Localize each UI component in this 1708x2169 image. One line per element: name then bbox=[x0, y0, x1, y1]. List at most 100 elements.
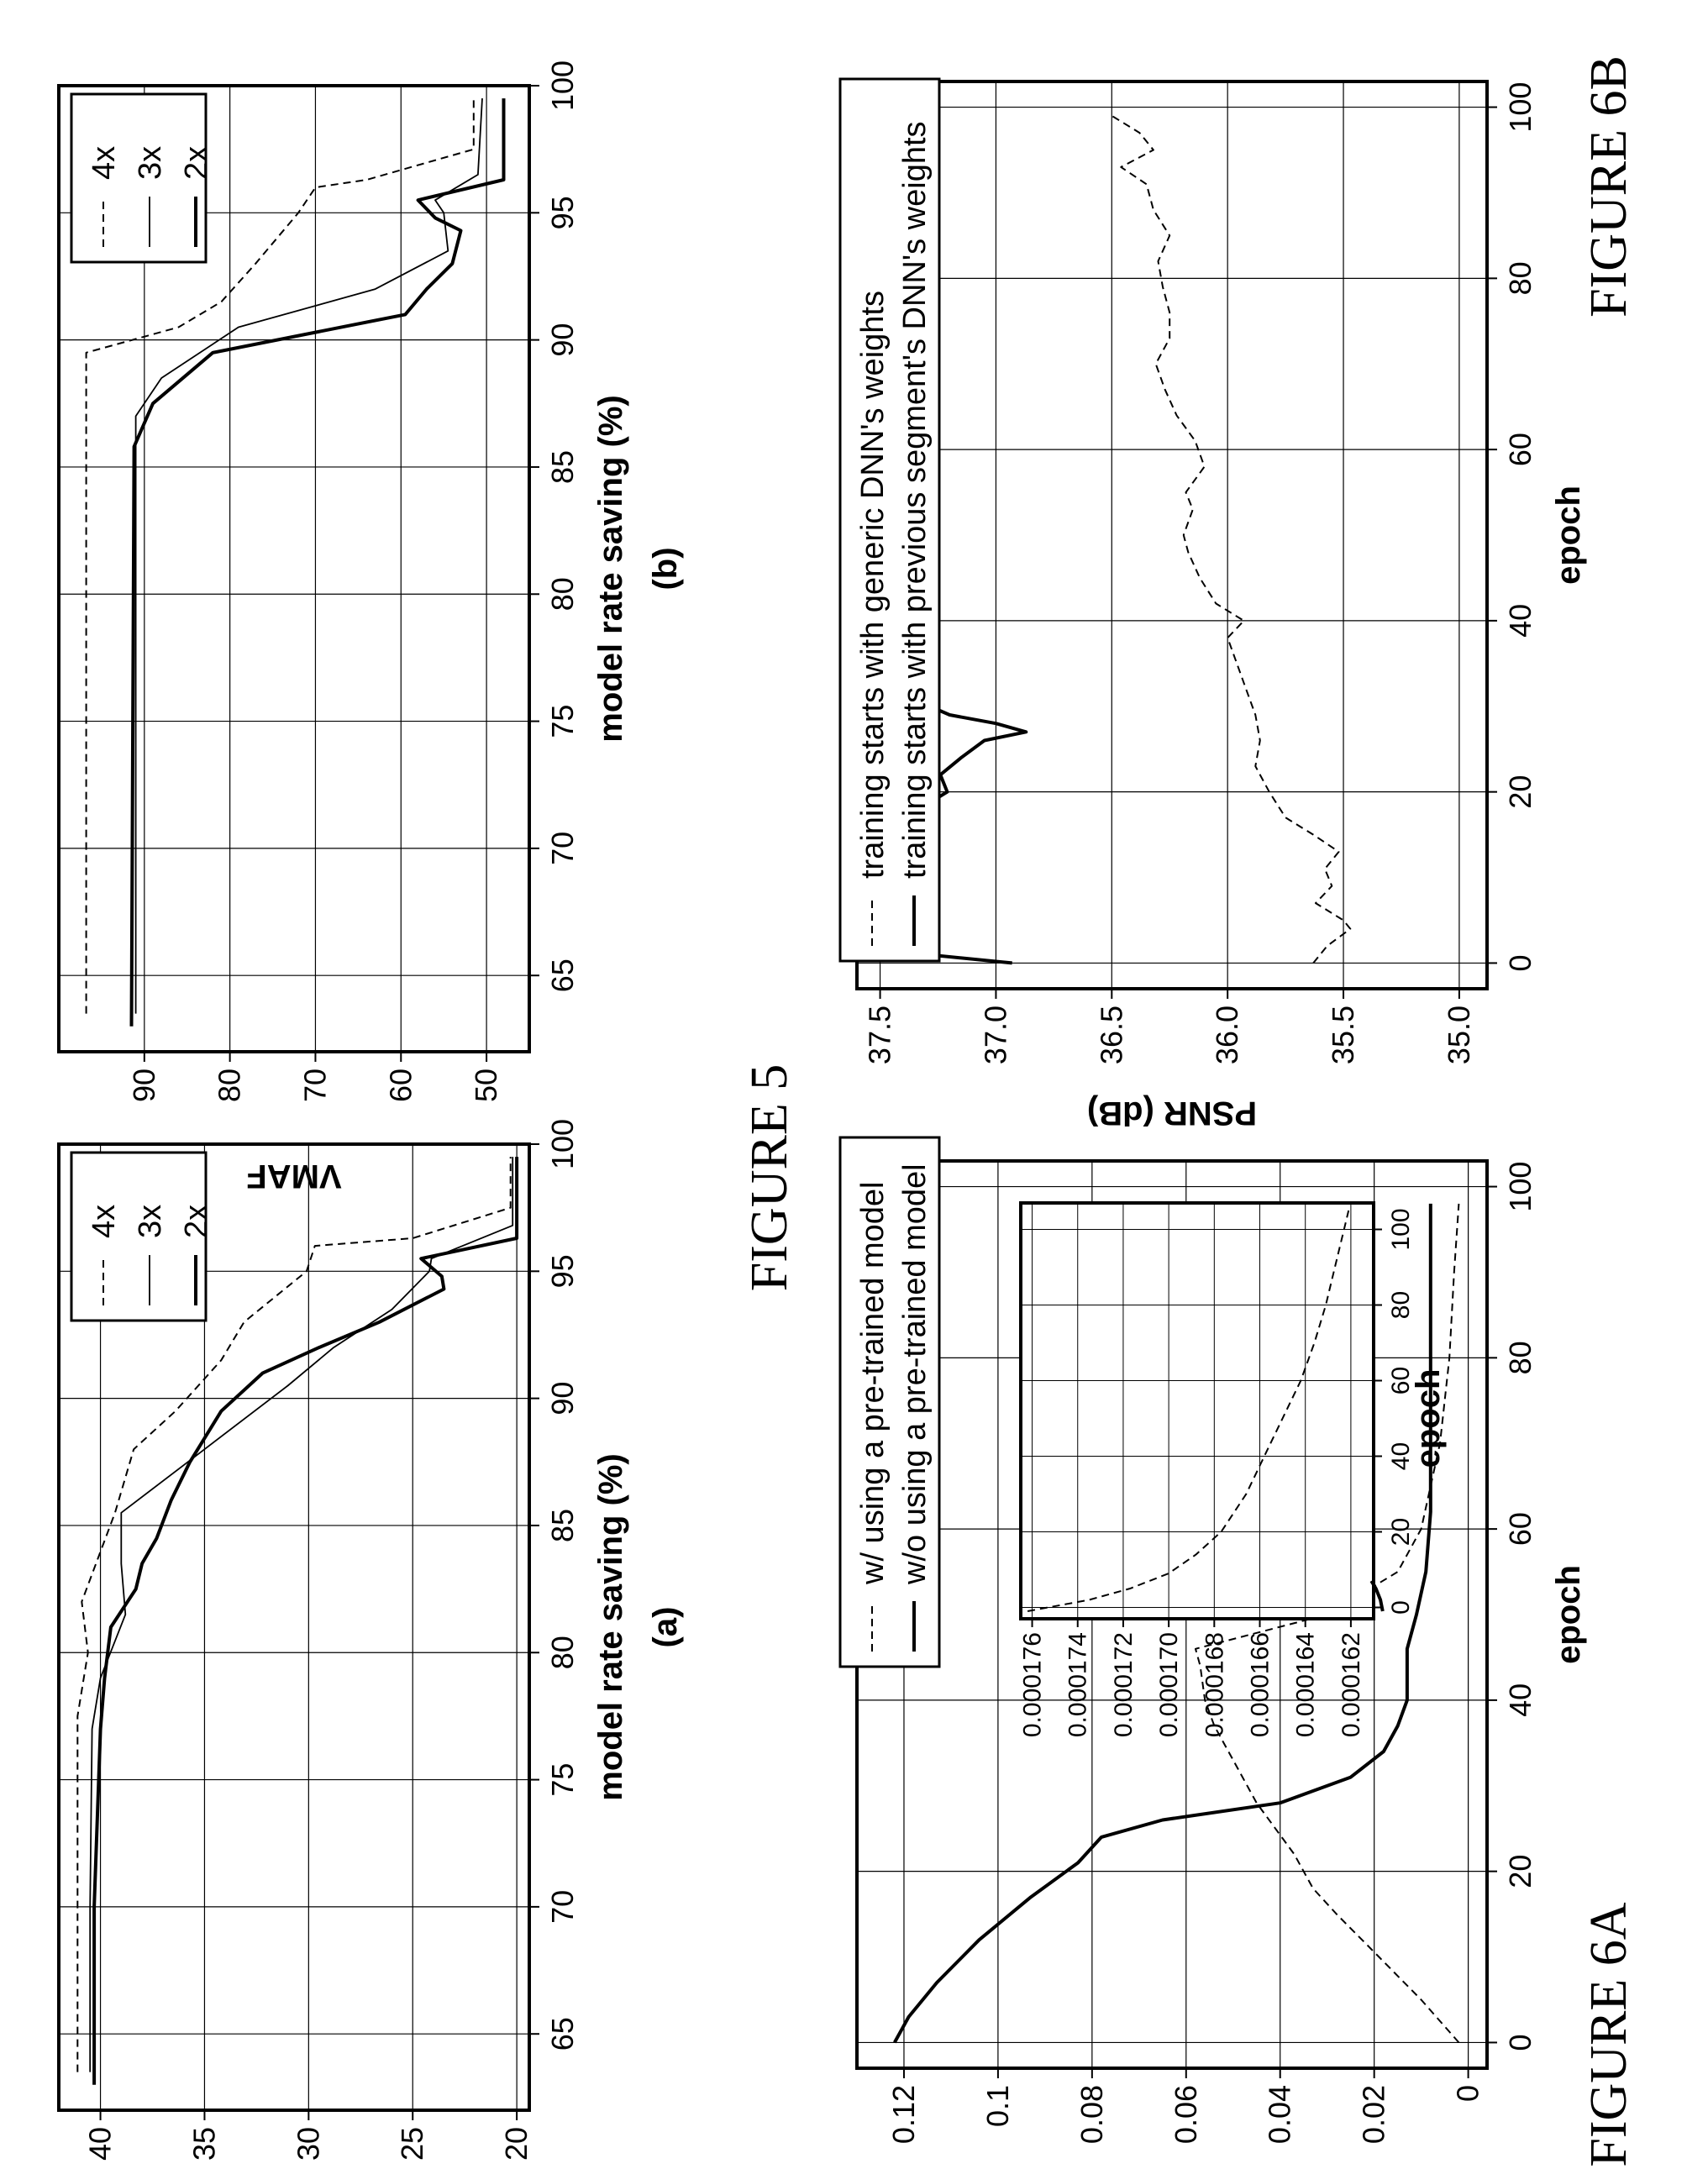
x-tick-label: 65 bbox=[545, 958, 580, 992]
subplot-label: (a) bbox=[647, 1607, 684, 1648]
plot-frame bbox=[57, 84, 531, 1053]
y-tick-label: 50 bbox=[469, 1069, 503, 1102]
y-tick-label: 0.08 bbox=[1075, 2085, 1109, 2144]
y-tick-label: 37.0 bbox=[978, 1006, 1012, 1064]
figure-6a-caption: FIGURE 6A bbox=[1580, 1902, 1637, 2166]
inset-y-tick-label: 0.000170 bbox=[1155, 1632, 1183, 1737]
series-line-4x bbox=[76, 1157, 512, 2072]
legend: training starts with generic DNN's weigh… bbox=[838, 77, 941, 963]
x-axis-label: model rate saving (%) bbox=[592, 395, 629, 742]
x-tick-label: 0 bbox=[1503, 2034, 1537, 2051]
x-tick-label: 60 bbox=[1503, 1512, 1537, 1546]
x-tick-label: 60 bbox=[1503, 433, 1537, 466]
series-line-training-starts-with-generic-dnn-s-weights bbox=[1111, 114, 1352, 964]
chart-fig5b: 65 70 75 80 85 90 95 100 50 60 70 80 90 model rate sa… bbox=[57, 60, 684, 1195]
y-tick-label: 0.12 bbox=[886, 2085, 921, 2144]
legend-box bbox=[838, 1136, 941, 1668]
series-line-3x bbox=[134, 98, 483, 1014]
x-tick-label: 80 bbox=[1503, 1341, 1537, 1374]
x-tick-label: 95 bbox=[545, 196, 580, 229]
inset-series-line bbox=[1027, 1210, 1350, 1612]
inset-x-tick-label: 0 bbox=[1387, 1600, 1415, 1615]
y-tick-label: 25 bbox=[395, 2127, 429, 2161]
legend-entry: training starts with previous segment's … bbox=[897, 121, 933, 879]
chart-fig6b: 0 20 40 60 80 100 35.0 35.5 36.0 36.5 37.0 37.5 epoc… bbox=[838, 77, 1587, 1132]
x-tick-label: 70 bbox=[545, 1890, 580, 1924]
legend-box bbox=[838, 77, 941, 963]
inset-y-tick-label: 0.000174 bbox=[1064, 1632, 1092, 1737]
y-tick-label: 0.1 bbox=[980, 2085, 1015, 2127]
x-tick-label: 100 bbox=[545, 60, 580, 111]
legend: 4x 3x 2x bbox=[70, 1151, 214, 1322]
x-tick-label: 100 bbox=[1503, 82, 1537, 133]
legend-entry: 3x bbox=[133, 146, 168, 180]
y-tick-label: 30 bbox=[291, 2127, 325, 2161]
inset-chart: 0 20 40 60 80 100 0.000162 0.000164 0.000166 0.00… bbox=[1019, 1201, 1447, 1737]
x-tick-label: 90 bbox=[545, 1382, 580, 1415]
inset-x-tick-label: 20 bbox=[1387, 1518, 1415, 1546]
figure-5-caption: FIGURE 5 bbox=[741, 1064, 798, 1291]
legend-box bbox=[70, 92, 208, 264]
x-tick-label: 0 bbox=[1503, 954, 1537, 971]
inset-x-axis-label: epoch bbox=[1410, 1369, 1447, 1468]
y-tick-label: 37.5 bbox=[863, 1006, 897, 1064]
series-line-w-using-a-pre-trained-model bbox=[1195, 1203, 1460, 2044]
inset-y-tick-label: 0.000172 bbox=[1110, 1632, 1138, 1737]
x-axis-label: model rate saving (%) bbox=[592, 1453, 629, 1800]
y-axis-label: VMAF bbox=[246, 1158, 341, 1195]
figure-6b-caption: FIGURE 6B bbox=[1580, 55, 1637, 318]
y-tick-label: 80 bbox=[213, 1069, 247, 1102]
series-line-3x bbox=[89, 1157, 514, 2072]
inset-y-tick-label: 0.000168 bbox=[1201, 1632, 1228, 1737]
x-tick-label: 20 bbox=[1503, 775, 1537, 809]
x-tick-label: 95 bbox=[545, 1254, 580, 1288]
x-axis-label: epoch bbox=[1550, 486, 1587, 585]
series-line-2x bbox=[92, 1157, 519, 2085]
y-tick-label: 36.5 bbox=[1094, 1006, 1128, 1064]
x-tick-label: 65 bbox=[545, 2017, 580, 2051]
y-tick-label: 35 bbox=[187, 2127, 221, 2161]
inset-y-tick-label: 0.000166 bbox=[1247, 1632, 1274, 1737]
x-tick-label: 85 bbox=[545, 450, 580, 484]
x-tick-label: 75 bbox=[545, 705, 580, 738]
x-tick-label: 40 bbox=[1503, 604, 1537, 638]
x-tick-label: 90 bbox=[545, 323, 580, 357]
legend: 4x 3x 2x bbox=[70, 92, 214, 264]
x-tick-label: 80 bbox=[1503, 261, 1537, 295]
inset-y-tick-label: 0.000176 bbox=[1019, 1632, 1047, 1737]
plot-frame bbox=[855, 80, 1489, 990]
legend-entry: 2x bbox=[179, 146, 214, 180]
legend: w/ using a pre-trained model w/o using a … bbox=[838, 1136, 941, 1668]
x-tick-label: 75 bbox=[545, 1763, 580, 1797]
inset-y-tick-label: 0.000162 bbox=[1337, 1632, 1365, 1737]
y-axis-label: PSNR (dB) bbox=[1087, 1095, 1257, 1132]
x-tick-label: 100 bbox=[1503, 1162, 1537, 1212]
legend-entry: training starts with generic DNN's weigh… bbox=[855, 291, 891, 879]
inset-background bbox=[1021, 1203, 1374, 1619]
y-tick-label: 20 bbox=[499, 2127, 533, 2161]
y-tick-label: 0.04 bbox=[1263, 2085, 1297, 2144]
inset-x-tick-label: 60 bbox=[1387, 1367, 1415, 1394]
legend-entry: w/o using a pre-trained model bbox=[897, 1163, 933, 1585]
y-tick-label: 35.5 bbox=[1326, 1006, 1360, 1064]
y-tick-label: 0.06 bbox=[1169, 2085, 1203, 2144]
x-tick-label: 80 bbox=[545, 1636, 580, 1669]
x-axis-label: epoch bbox=[1550, 1565, 1587, 1664]
subplot-label: (b) bbox=[647, 547, 684, 590]
x-tick-label: 40 bbox=[1503, 1683, 1537, 1717]
y-tick-label: 0.02 bbox=[1357, 2085, 1391, 2144]
y-tick-label: 0 bbox=[1451, 2085, 1485, 2102]
y-tick-label: 90 bbox=[127, 1069, 161, 1102]
y-tick-label: 60 bbox=[383, 1069, 418, 1102]
legend-box bbox=[70, 1151, 208, 1322]
x-tick-label: 85 bbox=[545, 1509, 580, 1542]
inset-frame bbox=[1019, 1201, 1375, 1620]
legend-entry: 3x bbox=[133, 1205, 168, 1238]
inset-x-tick-label: 80 bbox=[1387, 1291, 1415, 1319]
series-line-2x bbox=[129, 98, 506, 1027]
y-tick-label: 40 bbox=[83, 2127, 118, 2161]
legend-entry: 4x bbox=[87, 146, 122, 180]
plot-frame bbox=[57, 1142, 531, 2112]
y-tick-label: 36.0 bbox=[1210, 1006, 1244, 1064]
